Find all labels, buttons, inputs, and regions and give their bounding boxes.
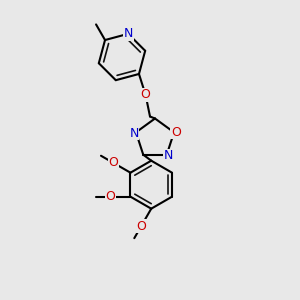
Text: O: O (108, 156, 118, 169)
Text: O: O (171, 126, 181, 139)
Text: O: O (106, 190, 116, 203)
Text: O: O (141, 88, 151, 101)
Text: N: N (129, 127, 139, 140)
Text: N: N (164, 149, 173, 162)
Text: N: N (124, 27, 133, 40)
Text: O: O (136, 220, 146, 232)
